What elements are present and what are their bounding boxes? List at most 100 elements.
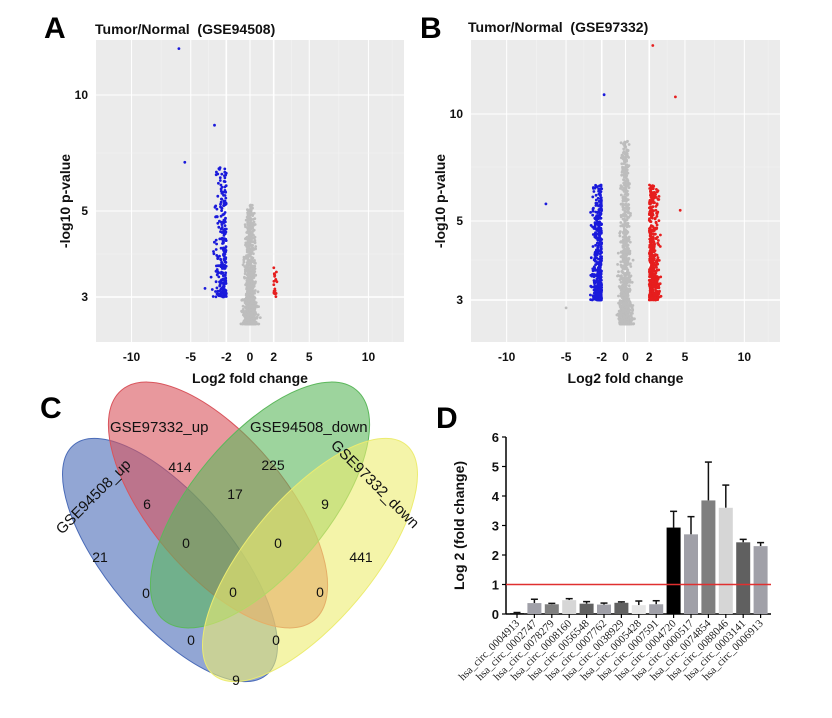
data-point (624, 213, 628, 217)
data-point (599, 200, 603, 204)
data-point (253, 303, 257, 307)
data-point (618, 286, 622, 290)
data-point (622, 265, 626, 269)
data-point (600, 209, 603, 213)
data-point (244, 292, 248, 296)
data-point (245, 304, 249, 308)
data-point (625, 267, 629, 270)
data-point (223, 288, 227, 292)
data-point (220, 197, 223, 201)
data-point (220, 209, 224, 213)
data-point (658, 289, 661, 293)
data-point (222, 193, 225, 197)
data-point (618, 319, 622, 323)
data-point (248, 312, 252, 316)
data-point (222, 248, 226, 252)
bar (736, 542, 751, 614)
data-point (649, 190, 653, 194)
data-point (653, 272, 657, 276)
data-point (591, 233, 595, 236)
data-point (599, 205, 603, 209)
data-point (248, 309, 252, 312)
data-point (628, 182, 631, 185)
data-point (651, 298, 655, 301)
data-point (654, 292, 657, 295)
data-point (222, 246, 225, 250)
data-point (627, 156, 630, 159)
data-point (597, 189, 600, 193)
data-point (631, 309, 634, 313)
data-point (619, 224, 623, 228)
data-point (224, 256, 228, 260)
y-tick-label: 10 (450, 107, 464, 121)
data-point (674, 95, 677, 99)
data-point (657, 282, 660, 286)
data-point (250, 301, 254, 305)
data-point (622, 190, 626, 193)
data-point (249, 218, 252, 222)
data-point (655, 226, 659, 230)
data-point (620, 274, 623, 277)
y-tick-label: 5 (492, 460, 499, 475)
x-tick-label: -10 (123, 350, 141, 364)
data-point (619, 215, 623, 219)
venn-region-count: 21 (92, 549, 108, 565)
data-point (589, 211, 592, 214)
data-point (250, 282, 254, 285)
data-point (595, 290, 599, 293)
bar (544, 604, 559, 614)
data-point (651, 184, 654, 188)
data-point (622, 248, 626, 252)
y-tick-label: 10 (75, 88, 89, 102)
data-point (183, 160, 187, 164)
data-point (219, 246, 223, 250)
venn-region-count: 441 (349, 549, 373, 565)
data-point (252, 289, 256, 293)
data-point (243, 275, 246, 279)
data-point (618, 321, 621, 325)
bar (631, 605, 646, 614)
data-point (222, 204, 226, 207)
data-point (597, 223, 601, 227)
data-point (597, 230, 600, 234)
data-point (653, 285, 657, 289)
data-point (617, 294, 620, 298)
data-point (223, 174, 226, 178)
data-point (220, 270, 223, 274)
data-point (616, 251, 620, 255)
data-point (650, 213, 654, 216)
data-point (649, 262, 653, 266)
data-point (247, 231, 251, 235)
y-tick-label: 6 (492, 430, 499, 445)
data-point (623, 157, 626, 161)
data-point (593, 268, 597, 272)
data-point (617, 270, 620, 274)
data-point (253, 310, 257, 314)
data-point (620, 291, 623, 294)
data-point (678, 208, 682, 212)
data-point (222, 228, 225, 232)
x-axis-title: Log2 fold change (568, 370, 684, 386)
data-point (654, 277, 657, 281)
x-tick-label: 0 (622, 350, 629, 364)
data-point (621, 307, 625, 311)
data-point (626, 257, 630, 261)
x-tick-label: 10 (738, 350, 752, 364)
data-point (215, 273, 219, 277)
data-point (243, 272, 247, 276)
data-point (654, 208, 658, 212)
data-point (651, 191, 655, 194)
data-point (244, 320, 248, 324)
data-point (622, 213, 625, 216)
data-point (218, 179, 222, 182)
data-point (596, 220, 599, 224)
data-point (649, 296, 653, 300)
data-point (628, 251, 632, 255)
y-axis-title: Log 2 (fold change) (451, 461, 467, 590)
data-point (215, 170, 218, 174)
x-tick-label: 2 (646, 350, 653, 364)
data-point (594, 215, 598, 219)
data-point (248, 268, 252, 272)
data-point (272, 283, 276, 287)
